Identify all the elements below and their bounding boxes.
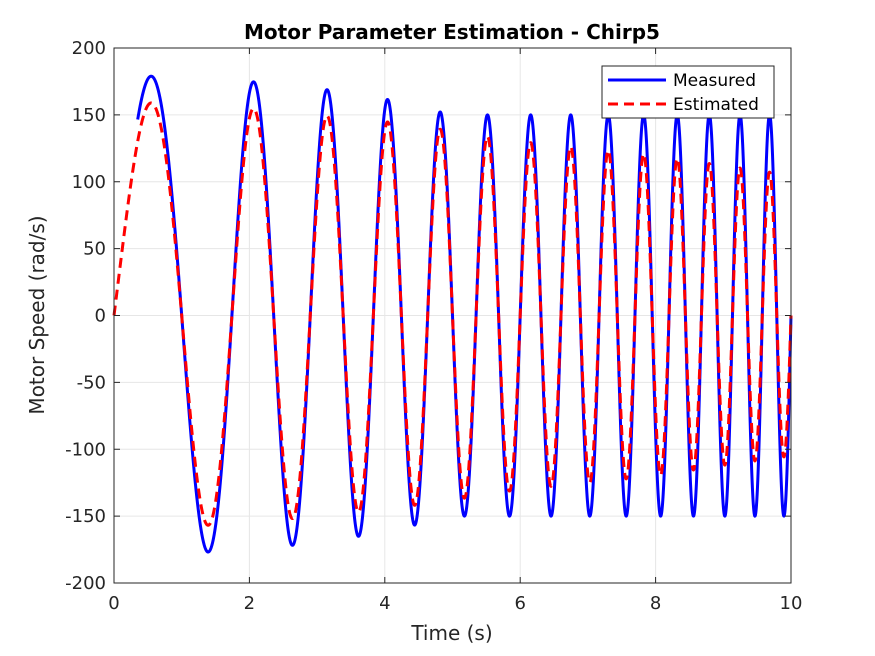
plot-lines	[112, 74, 793, 554]
y-tick-label: -150	[65, 506, 106, 527]
y-tick-label: -50	[77, 372, 106, 393]
chart-title: Motor Parameter Estimation - Chirp5	[244, 20, 660, 44]
y-tick-label: 100	[72, 172, 106, 193]
ticks	[113, 47, 792, 584]
legend: Measured Estimated	[601, 65, 775, 119]
x-tick-label: 0	[108, 593, 119, 614]
series-line-estimated	[112, 101, 793, 527]
x-tick-label: 6	[514, 593, 525, 614]
legend-measured-label: Measured	[673, 71, 756, 91]
x-tick-label: 4	[379, 593, 390, 614]
y-tick-label: -200	[65, 573, 106, 594]
y-tick-label: 0	[95, 306, 106, 327]
y-tick-label: -100	[65, 439, 106, 460]
x-tick-label: 8	[650, 593, 661, 614]
x-tick-label: 2	[244, 593, 255, 614]
x-axis-label: Time (s)	[410, 621, 492, 645]
legend-box	[601, 65, 775, 119]
y-axis-label: Motor Speed (rad/s)	[25, 215, 49, 414]
y-tick-label: 200	[72, 38, 106, 59]
tick-labels: 0 2 4 6 8 10 -200 -150 -100 -50 0 50 100 150 200	[65, 38, 802, 614]
y-tick-label: 50	[83, 239, 106, 260]
y-tick-label: 150	[72, 105, 106, 126]
legend-estimated-label: Estimated	[673, 95, 759, 115]
x-tick-label: 10	[780, 593, 803, 614]
